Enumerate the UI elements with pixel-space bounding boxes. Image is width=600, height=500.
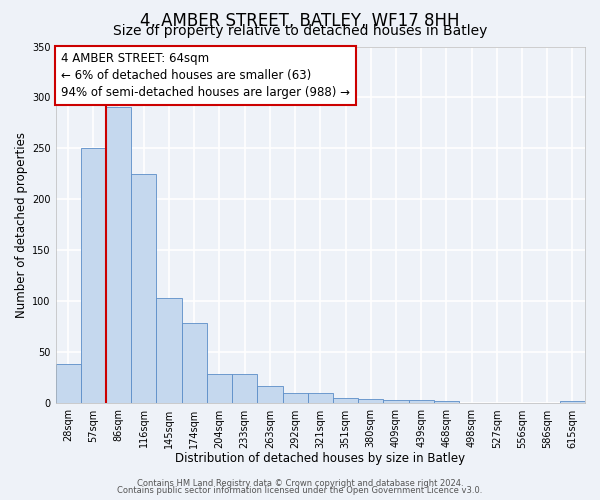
Y-axis label: Number of detached properties: Number of detached properties: [15, 132, 28, 318]
Text: Size of property relative to detached houses in Batley: Size of property relative to detached ho…: [113, 24, 487, 38]
Bar: [409, 400, 434, 404]
Bar: [257, 386, 283, 404]
Bar: [106, 106, 131, 404]
Bar: [182, 323, 207, 404]
Text: 4 AMBER STREET: 64sqm
← 6% of detached houses are smaller (63)
94% of semi-detac: 4 AMBER STREET: 64sqm ← 6% of detached h…: [61, 52, 350, 99]
Bar: [308, 394, 333, 404]
Bar: [383, 400, 409, 404]
Text: Contains public sector information licensed under the Open Government Licence v3: Contains public sector information licen…: [118, 486, 482, 495]
Bar: [358, 400, 383, 404]
X-axis label: Distribution of detached houses by size in Batley: Distribution of detached houses by size …: [175, 452, 466, 465]
Bar: [283, 394, 308, 404]
Bar: [207, 374, 232, 404]
Bar: [81, 148, 106, 404]
Text: 4, AMBER STREET, BATLEY, WF17 8HH: 4, AMBER STREET, BATLEY, WF17 8HH: [140, 12, 460, 30]
Bar: [434, 402, 459, 404]
Text: Contains HM Land Registry data © Crown copyright and database right 2024.: Contains HM Land Registry data © Crown c…: [137, 478, 463, 488]
Bar: [560, 402, 585, 404]
Bar: [232, 374, 257, 404]
Bar: [333, 398, 358, 404]
Bar: [131, 174, 157, 404]
Bar: [157, 298, 182, 404]
Bar: [56, 364, 81, 404]
